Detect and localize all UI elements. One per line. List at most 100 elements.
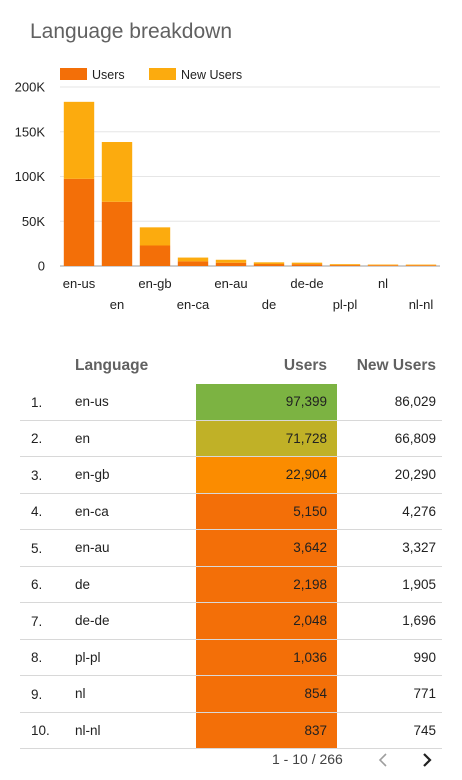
row-language: nl xyxy=(75,675,196,713)
bar-en-ca-new-users[interactable] xyxy=(177,257,209,262)
legend-label-1: New Users xyxy=(181,68,242,82)
row-new-users: 66,809 xyxy=(337,420,442,457)
row-users: 3,642 xyxy=(196,529,337,567)
y-tick-label-0: 0 xyxy=(38,259,45,274)
previous-page-button[interactable] xyxy=(372,748,394,772)
row-users: 71,728 xyxy=(196,420,337,457)
x-tick-label-7: pl-pl xyxy=(333,297,358,312)
row-language: en-au xyxy=(75,529,196,567)
table-row[interactable]: 3. en-gb 22,904 20,290 xyxy=(20,456,442,494)
header-index xyxy=(20,348,75,384)
chart-title: Language breakdown xyxy=(30,20,233,43)
x-tick-label-2: en-gb xyxy=(138,276,171,291)
bar-de-new-users[interactable] xyxy=(253,262,285,265)
x-tick-label-4: en-au xyxy=(214,276,247,291)
row-new-users: 990 xyxy=(337,639,442,676)
row-index: 3. xyxy=(20,456,75,494)
row-language: en-us xyxy=(75,384,196,421)
x-tick-label-9: nl-nl xyxy=(409,297,434,312)
row-language: en-ca xyxy=(75,493,196,530)
row-index: 8. xyxy=(20,639,75,676)
bar-en-ca-users[interactable] xyxy=(177,261,209,266)
row-index: 10. xyxy=(20,712,75,749)
table-header-row: Language Users New Users xyxy=(20,348,442,384)
row-index: 5. xyxy=(20,529,75,567)
bar-nl-nl-new-users[interactable] xyxy=(405,264,437,266)
bar-de-users[interactable] xyxy=(253,264,285,266)
bar-en-gb-users[interactable] xyxy=(139,245,171,266)
row-language: en xyxy=(75,420,196,457)
table-row[interactable]: 6. de 2,198 1,905 xyxy=(20,566,442,603)
legend-swatch-1 xyxy=(149,68,176,80)
table-row[interactable]: 5. en-au 3,642 3,327 xyxy=(20,529,442,567)
bar-en-au-new-users[interactable] xyxy=(215,259,247,263)
row-new-users: 86,029 xyxy=(337,384,442,421)
bar-pl-pl-users[interactable] xyxy=(329,265,361,266)
row-users: 854 xyxy=(196,675,337,713)
y-tick-label-2: 100K xyxy=(15,169,46,184)
x-tick-label-5: de xyxy=(262,297,276,312)
x-tick-label-8: nl xyxy=(378,276,388,291)
header-new-users[interactable]: New Users xyxy=(356,357,436,374)
bar-en-us-users[interactable] xyxy=(63,178,95,266)
table-row[interactable]: 1. en-us 97,399 86,029 xyxy=(20,384,442,421)
table-row[interactable]: 9. nl 854 771 xyxy=(20,675,442,713)
header-language[interactable]: Language xyxy=(75,357,149,374)
bar-de-de-users[interactable] xyxy=(291,264,323,266)
row-users: 2,198 xyxy=(196,566,337,603)
chevron-right-icon xyxy=(423,753,432,767)
row-users: 2,048 xyxy=(196,602,337,640)
y-tick-label-4: 200K xyxy=(15,80,46,95)
bar-en-us-new-users[interactable] xyxy=(63,101,95,179)
table-row[interactable]: 2. en 71,728 66,809 xyxy=(20,420,442,457)
pagination-range: 1 - 10 / 266 xyxy=(272,751,343,767)
row-index: 6. xyxy=(20,566,75,603)
row-language: nl-nl xyxy=(75,712,196,749)
header-users[interactable]: Users xyxy=(283,357,327,374)
table-row[interactable]: 8. pl-pl 1,036 990 xyxy=(20,639,442,676)
bar-nl-new-users[interactable] xyxy=(367,264,399,266)
row-users: 837 xyxy=(196,712,337,749)
legend-swatch-0 xyxy=(60,68,87,80)
x-tick-label-0: en-us xyxy=(63,276,96,291)
row-index: 4. xyxy=(20,493,75,530)
row-language: de-de xyxy=(75,602,196,640)
bar-nl-users[interactable] xyxy=(367,265,399,266)
row-users: 1,036 xyxy=(196,639,337,676)
row-new-users: 3,327 xyxy=(337,529,442,567)
table-row[interactable]: 7. de-de 2,048 1,696 xyxy=(20,602,442,640)
bar-pl-pl-new-users[interactable] xyxy=(329,264,361,266)
language-table: Language Users New Users 1. en-us 97,399 86… xyxy=(20,348,442,749)
bar-en-users[interactable] xyxy=(101,201,133,266)
bar-en-new-users[interactable] xyxy=(101,142,133,202)
bar-chart: Users New Users 0 50K 100K 150K 200K en-us en en-… xyxy=(15,68,440,312)
row-language: de xyxy=(75,566,196,603)
legend-label-0: Users xyxy=(92,68,125,82)
table-row[interactable]: 4. en-ca 5,150 4,276 xyxy=(20,493,442,530)
next-page-button[interactable] xyxy=(416,748,438,772)
y-tick-label-1: 50K xyxy=(22,214,45,229)
row-users: 5,150 xyxy=(196,493,337,530)
row-index: 9. xyxy=(20,675,75,713)
row-new-users: 1,696 xyxy=(337,602,442,640)
pagination: 1 - 10 / 266 xyxy=(0,748,462,772)
row-language: pl-pl xyxy=(75,639,196,676)
row-index: 7. xyxy=(20,602,75,640)
chevron-left-icon xyxy=(378,753,387,767)
y-tick-label-3: 150K xyxy=(15,124,46,139)
table-row[interactable]: 10. nl-nl 837 745 xyxy=(20,712,442,749)
row-new-users: 745 xyxy=(337,712,442,749)
row-index: 2. xyxy=(20,420,75,457)
row-users: 97,399 xyxy=(196,384,337,421)
x-tick-label-6: de-de xyxy=(290,276,323,291)
row-language: en-gb xyxy=(75,456,196,494)
bar-en-gb-new-users[interactable] xyxy=(139,227,171,246)
row-new-users: 1,905 xyxy=(337,566,442,603)
x-tick-label-3: en-ca xyxy=(177,297,210,312)
row-index: 1. xyxy=(20,384,75,421)
row-users: 22,904 xyxy=(196,456,337,494)
bar-de-de-new-users[interactable] xyxy=(291,262,323,265)
row-new-users: 20,290 xyxy=(337,456,442,494)
bar-nl-nl-users[interactable] xyxy=(405,265,437,266)
bar-en-au-users[interactable] xyxy=(215,262,247,266)
